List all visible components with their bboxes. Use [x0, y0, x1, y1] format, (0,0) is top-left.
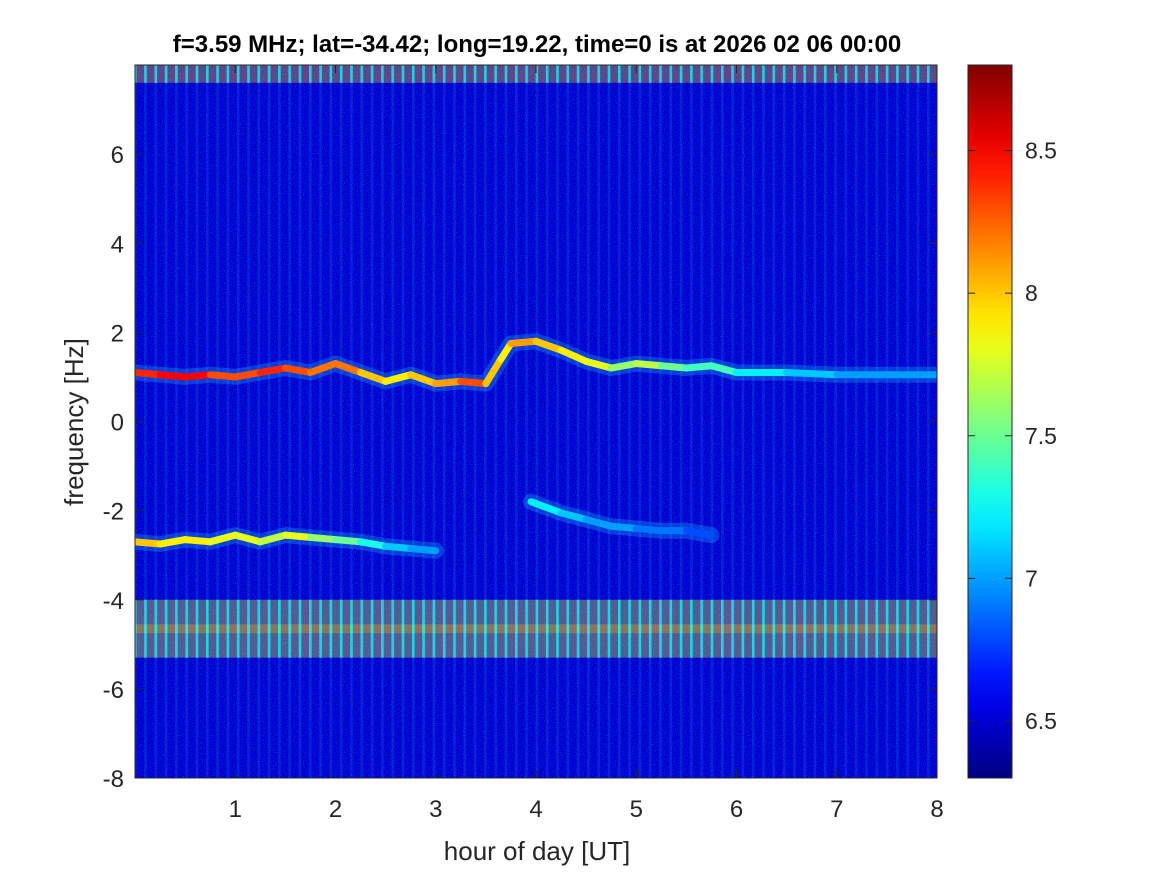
x-tick-label: 6	[730, 796, 743, 823]
y-tick-label: -8	[103, 766, 124, 793]
trace-segment	[482, 355, 505, 388]
x-tick-label: 4	[529, 796, 542, 823]
y-tick-label: 4	[111, 231, 124, 258]
trace-lower-trace	[135, 527, 444, 559]
x-tick-label: 2	[329, 796, 342, 823]
x-tick-label: 3	[429, 796, 442, 823]
trace-segment	[181, 371, 214, 381]
x-axis-label: hour of day [UT]	[444, 836, 630, 866]
trace-segment	[432, 377, 465, 388]
trace-segment	[783, 368, 841, 379]
trace-segment	[231, 531, 264, 546]
trace-segment	[135, 538, 164, 548]
trace-segment	[357, 368, 390, 385]
colorbar-tick-label: 8.5	[1025, 138, 1057, 164]
trace-segment	[156, 371, 189, 381]
y-tick-label: -2	[103, 499, 124, 526]
trace-segment	[557, 509, 590, 524]
trace-segment	[332, 536, 365, 546]
trace-segment	[407, 371, 440, 388]
colorbar-tick-label: 7.5	[1025, 423, 1057, 449]
colorbar: 6.5 7 7.5 8 8.5	[967, 64, 1057, 779]
y-tick-label: 6	[111, 142, 124, 169]
trace-segment	[332, 360, 365, 376]
trace-segment	[582, 516, 615, 530]
trace-segment	[607, 360, 640, 372]
trace-segment	[532, 337, 565, 354]
y-tick-label: 2	[111, 320, 124, 347]
x-tick-label: 1	[229, 796, 242, 823]
colorbar-gradient	[967, 64, 1013, 779]
trace-segment	[256, 531, 289, 546]
trace-segment	[582, 357, 615, 372]
trace-segment	[181, 536, 214, 546]
spectrogram-plot-area	[134, 64, 938, 779]
trace-segment	[382, 542, 415, 553]
trace-segment	[507, 337, 540, 348]
y-tick-label: -6	[103, 677, 124, 704]
trace-segment	[632, 360, 665, 370]
trace-segment	[135, 368, 164, 379]
y-axis-label: frequency [Hz]	[59, 338, 89, 506]
trace-segment	[231, 368, 264, 381]
trace-segment	[206, 531, 239, 546]
trace-segment	[306, 360, 339, 376]
colorbar-tick-label: 6.5	[1025, 708, 1057, 734]
trace-segment	[281, 364, 314, 376]
trace-segment	[632, 524, 665, 535]
trace-segment	[382, 371, 415, 385]
trace-segment	[682, 362, 715, 372]
trace-segment	[206, 371, 239, 381]
trace-segment	[281, 531, 314, 541]
y-tick-label: 0	[111, 410, 124, 437]
trace-segment	[707, 362, 740, 376]
trace-segment	[256, 364, 289, 376]
x-tick-label: 8	[930, 796, 943, 823]
y-axis: -8 -6 -4 -2 0 2 4 6	[103, 142, 937, 793]
trace-segment	[557, 346, 590, 365]
colorbar-tick-label: 8	[1025, 280, 1038, 306]
trace-upper-trace	[135, 333, 937, 392]
x-tick-label: 7	[830, 796, 843, 823]
comb-lines	[135, 65, 937, 778]
trace-segment	[306, 533, 339, 544]
trace-segment	[682, 527, 715, 539]
trace-segment	[607, 522, 640, 532]
trace-segment	[657, 362, 690, 372]
trace-segment	[407, 545, 440, 555]
trace-segment	[527, 498, 565, 517]
y-tick-label: -4	[103, 588, 124, 615]
trace-segment	[457, 377, 490, 388]
trace-segment	[357, 538, 390, 550]
colorbar-tick-label: 7	[1025, 565, 1038, 591]
trace-segment	[156, 536, 189, 548]
chart-title: f=3.59 MHz; lat=-34.42; long=19.22, time…	[173, 31, 901, 58]
trace-lower-trace-later-	[523, 493, 720, 544]
x-axis: 1 2 3 4 5 6 7 8	[229, 65, 944, 823]
x-tick-label: 5	[630, 796, 643, 823]
